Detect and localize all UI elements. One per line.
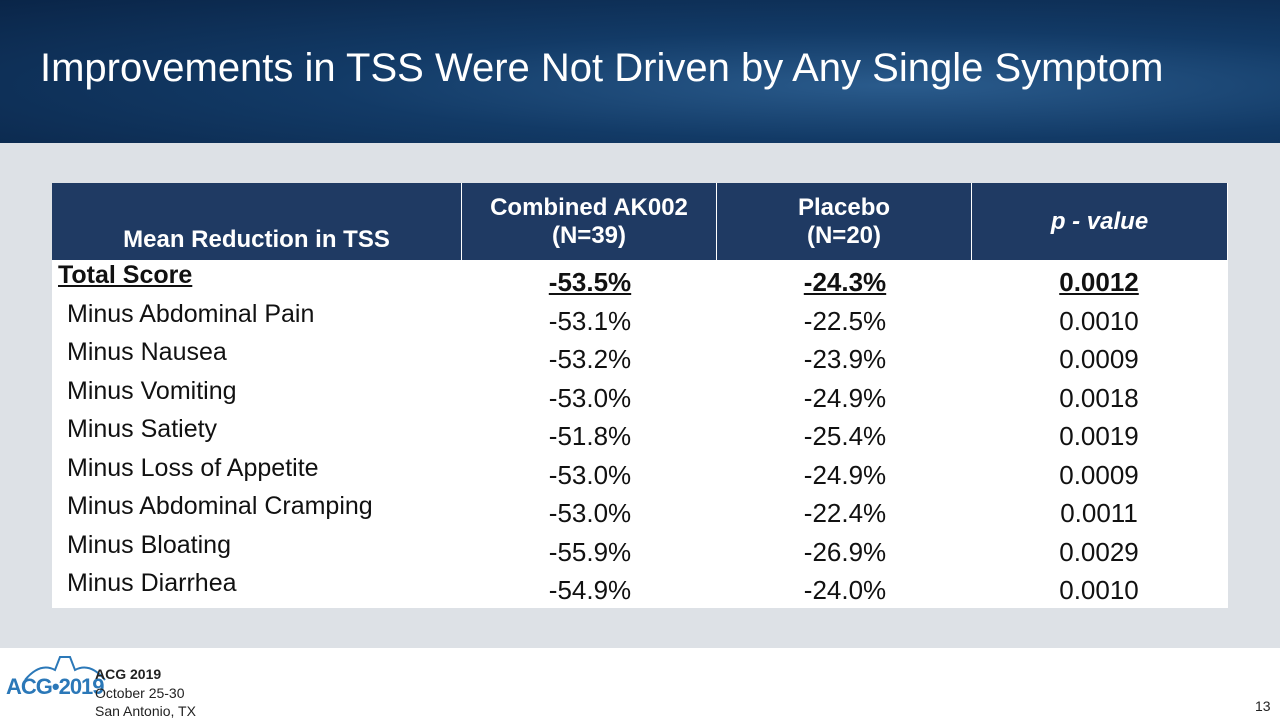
table-cell: -24.9% xyxy=(803,459,887,490)
table-cell: -53.2% xyxy=(548,344,632,374)
table: Mean Reduction in TSS Combined AK002 (N=39… xyxy=(52,183,1228,608)
row-label: Minus Bloating xyxy=(67,530,231,559)
header-line: p - value xyxy=(1050,207,1149,235)
header-line: (N=39) xyxy=(551,221,627,249)
header-line: Placebo xyxy=(797,193,891,221)
table-cell: -23.9% xyxy=(803,344,887,374)
table-cell: -53.0% xyxy=(548,498,632,528)
banner xyxy=(0,0,1280,143)
event-location: San Antonio, TX xyxy=(95,703,196,719)
table-cell: -25.4% xyxy=(803,421,887,451)
table-cell: -54.9% xyxy=(548,575,632,605)
row-label: Minus Loss of Appetite xyxy=(67,453,319,482)
header-cell: Placebo (N=20) xyxy=(717,183,972,260)
header-cell: p - value xyxy=(972,183,1228,260)
table-cell: -55.9% xyxy=(548,536,632,567)
event-dates: October 25-30 xyxy=(95,685,185,701)
header-line: Combined AK002 xyxy=(490,193,688,221)
slide-title: Improvements in TSS Were Not Driven by A… xyxy=(40,46,1164,90)
row-label: Minus Abdominal Cramping xyxy=(67,492,373,520)
table-cell: 0.0012 xyxy=(1059,267,1139,297)
table-cell: 0.0019 xyxy=(1059,421,1139,451)
table-cell: -22.5% xyxy=(803,305,887,336)
table-cell: 0.0029 xyxy=(1059,536,1139,567)
table-cell: 0.0010 xyxy=(1059,575,1139,605)
table-cell: -26.9% xyxy=(803,536,887,567)
row-label: Total Score xyxy=(58,261,193,289)
row-label: Minus Vomiting xyxy=(67,376,237,405)
table-cell: -24.3% xyxy=(803,267,887,297)
table-cell: -53.5% xyxy=(548,267,632,297)
table-cell: 0.0018 xyxy=(1059,382,1139,413)
header-cell: Combined AK002 (N=39) xyxy=(462,183,717,260)
row-label: Minus Abdominal Pain xyxy=(67,299,315,328)
table-cell: 0.0009 xyxy=(1059,459,1139,490)
header-line: (N=20) xyxy=(806,221,882,249)
table-cell: -24.0% xyxy=(803,575,887,605)
header-line: Mean Reduction in TSS xyxy=(123,226,390,253)
table-cell: 0.0011 xyxy=(1060,498,1138,528)
logo-text: ACG•2019 xyxy=(6,674,105,699)
table-cell: -53.0% xyxy=(548,459,632,490)
event-name: ACG 2019 xyxy=(95,666,162,682)
header-cell: Mean Reduction in TSS xyxy=(52,183,462,260)
table-cell: -22.4% xyxy=(803,498,887,528)
table-cell: 0.0010 xyxy=(1059,305,1139,336)
table-cell: -24.9% xyxy=(803,382,887,413)
row-label: Minus Diarrhea xyxy=(67,569,237,597)
row-label: Minus Satiety xyxy=(67,415,218,443)
logo-graphic xyxy=(24,656,106,681)
footer xyxy=(0,648,1280,720)
table-cell: 0.0009 xyxy=(1059,344,1139,374)
table-cell: -53.0% xyxy=(548,382,632,413)
page-number: 13 xyxy=(1255,698,1271,714)
row-label: Minus Nausea xyxy=(67,338,227,366)
table-cell: -51.8% xyxy=(548,421,632,451)
table-cell: -53.1% xyxy=(548,305,632,336)
